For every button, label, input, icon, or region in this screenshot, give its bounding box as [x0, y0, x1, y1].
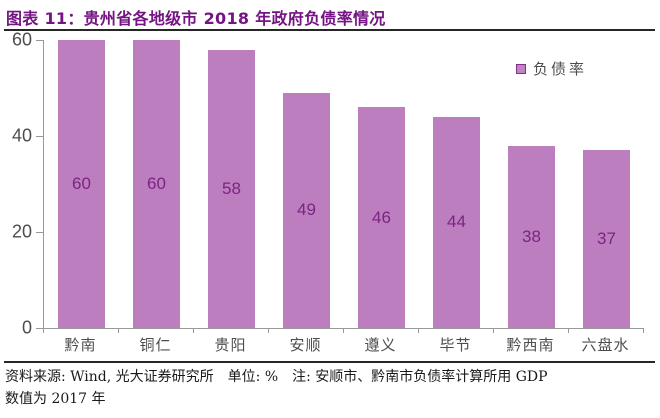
y-axis-tick-mark — [36, 328, 43, 329]
bar-黔西南: 38 — [508, 145, 555, 328]
footer-divider — [4, 361, 655, 363]
x-axis-tick-mark — [343, 329, 344, 333]
legend-swatch-icon — [516, 63, 526, 74]
legend: 负债率 — [516, 58, 587, 79]
x-axis-tick-mark — [193, 329, 194, 333]
y-axis-tick-mark — [36, 136, 43, 137]
x-axis-category-label: 黔西南 — [506, 336, 555, 354]
x-axis-category-label: 贵阳 — [214, 336, 247, 354]
bar-黔南: 60 — [58, 40, 105, 328]
x-axis-category-label: 黔南 — [64, 336, 97, 354]
x-axis-category-label: 遵义 — [364, 336, 397, 354]
bar-贵阳: 58 — [208, 49, 255, 328]
x-axis-tick-mark — [568, 329, 569, 333]
legend-label: 负债率 — [533, 60, 588, 78]
x-axis-tick-mark — [493, 329, 494, 333]
bar-value-label: 58 — [222, 178, 241, 198]
y-axis-tick-label: 60 — [11, 29, 32, 50]
y-axis-tick-label: 0 — [21, 317, 32, 338]
bar-value-label: 60 — [72, 174, 91, 193]
footer-source-line-1: 资料来源: Wind, 光大证券研究所 单位: % 注: 安顺市、黔南市负债率计… — [5, 369, 548, 385]
footer-note: 资料来源: Wind, 光大证券研究所 单位: % 注: 安顺市、黔南市负债率计… — [5, 366, 655, 410]
x-axis-category-label: 六盘水 — [581, 336, 630, 354]
bar-value-label: 37 — [597, 229, 616, 249]
x-axis-tick-mark — [643, 329, 644, 333]
bar-value-label: 49 — [297, 200, 316, 220]
footer-source-line-2: 数值为 2017 年 — [5, 391, 106, 407]
bar-value-label: 60 — [147, 174, 166, 193]
title-divider — [4, 29, 655, 31]
page-title: 图表 11：贵州省各地级市 2018 年政府负债率情况 — [6, 9, 386, 28]
bar-value-label: 46 — [372, 207, 391, 227]
y-axis-tick-mark — [36, 232, 43, 233]
bar-遵义: 46 — [358, 107, 405, 328]
bar-铜仁: 60 — [133, 40, 180, 328]
x-axis-tick-mark — [268, 329, 269, 333]
bar-安顺: 49 — [283, 92, 330, 328]
x-axis-tick-mark — [418, 329, 419, 333]
y-axis-tick-mark — [36, 40, 43, 41]
x-axis-tick-mark — [43, 329, 44, 333]
bar-毕节: 44 — [433, 116, 480, 328]
bar-六盘水: 37 — [583, 150, 630, 328]
y-axis-tick-label: 20 — [11, 221, 32, 242]
x-axis-category-label: 铜仁 — [139, 336, 172, 354]
x-axis-tick-mark — [118, 329, 119, 333]
x-axis-category-label: 安顺 — [289, 336, 322, 354]
chart-plot-area: 60 60 58 49 46 44 38 37 — [43, 40, 644, 329]
bar-value-label: 44 — [447, 212, 466, 232]
y-axis-tick-label: 40 — [11, 125, 32, 146]
bar-value-label: 38 — [522, 226, 541, 246]
x-axis-category-label: 毕节 — [439, 336, 472, 354]
